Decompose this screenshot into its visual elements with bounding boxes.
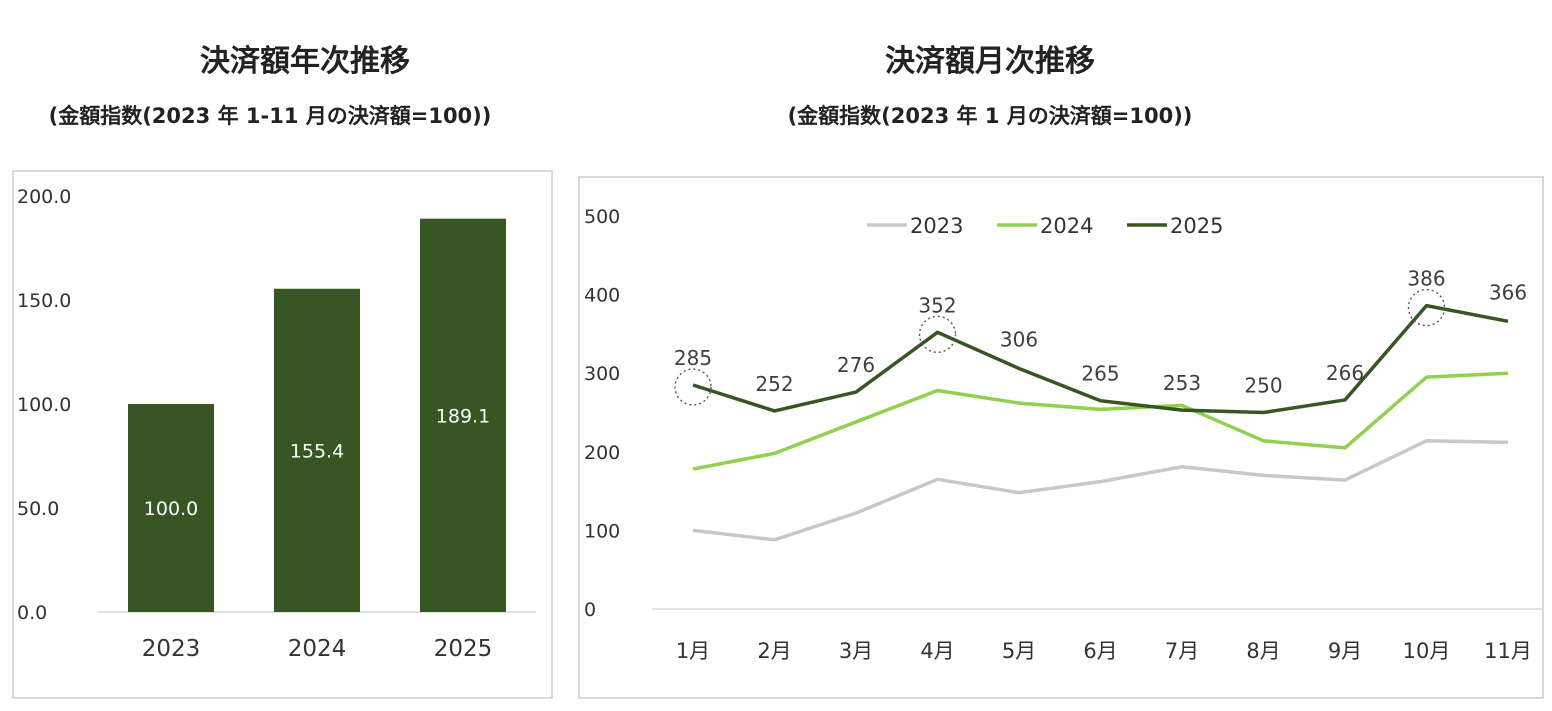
x-tick-label: 4月 <box>920 639 954 663</box>
legend-label-2024: 2024 <box>1040 214 1093 238</box>
data-label-2025: 285 <box>674 346 712 370</box>
y-tick-label: 200.0 <box>17 186 71 208</box>
y-tick-label: 100.0 <box>17 394 71 416</box>
x-tick-label: 2024 <box>288 636 347 662</box>
x-tick-label: 2月 <box>757 639 791 663</box>
data-label-2025: 276 <box>837 353 875 377</box>
monthly-line-chart-panel: 0 100 200 300 400 500 1月 2月 3月 4月 5月 6月 7月 8月 9月 10月 11月… <box>578 176 1544 699</box>
bar-value-label: 100.0 <box>144 498 198 520</box>
data-label-2025: 266 <box>1326 361 1364 385</box>
series-line-2025 <box>692 303 1509 415</box>
series-line-2024 <box>692 371 1509 471</box>
highlight-circle-1月 <box>674 368 712 406</box>
y-tick-label: 400 <box>584 285 620 307</box>
data-label-2025: 253 <box>1163 371 1201 395</box>
y-tick-label: 500 <box>584 206 620 228</box>
data-label-2025: 252 <box>755 372 793 396</box>
legend-label-2025: 2025 <box>1170 214 1223 238</box>
monthly-line-chart: 0 100 200 300 400 500 1月 2月 3月 4月 5月 6月 7月 8月 9月 10月 11月… <box>584 206 1542 663</box>
x-tick-label: 7月 <box>1165 639 1199 663</box>
annual-bar-chart: 0.0 50.0 100.0 150.0 200.0 100.0 2023 155.4 2024… <box>17 186 536 662</box>
highlight-circle-10月 <box>1407 288 1446 327</box>
x-tick-label: 2023 <box>142 636 201 662</box>
x-tick-label: 1月 <box>676 639 710 663</box>
series-line-2023 <box>692 439 1509 542</box>
data-label-2025: 250 <box>1244 374 1282 398</box>
y-tick-label: 150.0 <box>17 290 71 312</box>
annual-bar-chart-panel: 0.0 50.0 100.0 150.0 200.0 100.0 2023 155.4 2024… <box>12 170 553 699</box>
x-tick-label: 9月 <box>1328 639 1362 663</box>
bar-2025 <box>420 218 506 612</box>
x-tick-label: 2025 <box>434 636 493 662</box>
x-tick-label: 11月 <box>1484 639 1532 663</box>
right-chart-subtitle: (金額指数(2023 年 1 月の決済額=100)) <box>787 104 1193 128</box>
data-label-2025: 352 <box>918 293 956 317</box>
left-chart-subtitle: (金額指数(2023 年 1-11 月の決済額=100)) <box>48 104 492 128</box>
data-label-2025: 366 <box>1489 280 1527 304</box>
y-tick-label: 300 <box>584 363 620 385</box>
bar-value-label: 189.1 <box>436 405 490 427</box>
x-tick-label: 5月 <box>1002 639 1036 663</box>
y-tick-label: 0.0 <box>17 602 47 624</box>
right-chart-title: 決済額月次推移 <box>885 44 1095 79</box>
bar-2024 <box>274 288 360 612</box>
x-tick-label: 3月 <box>839 639 873 663</box>
data-label-2025: 306 <box>1000 327 1038 351</box>
x-tick-label: 10月 <box>1403 639 1451 663</box>
data-label-2025: 386 <box>1407 267 1445 291</box>
highlight-circle-4月 <box>918 315 957 354</box>
bar-value-label: 155.4 <box>290 440 344 462</box>
x-tick-label: 8月 <box>1246 639 1280 663</box>
bar-2023 <box>128 404 214 612</box>
x-tick-label: 6月 <box>1083 639 1117 663</box>
left-chart-title: 決済額年次推移 <box>200 44 410 79</box>
data-label-2025: 265 <box>1081 362 1119 386</box>
legend-label-2023: 2023 <box>910 214 963 238</box>
y-tick-label: 0 <box>584 599 596 621</box>
y-tick-label: 50.0 <box>17 498 59 520</box>
y-tick-label: 100 <box>584 520 620 542</box>
y-tick-label: 200 <box>584 442 620 464</box>
